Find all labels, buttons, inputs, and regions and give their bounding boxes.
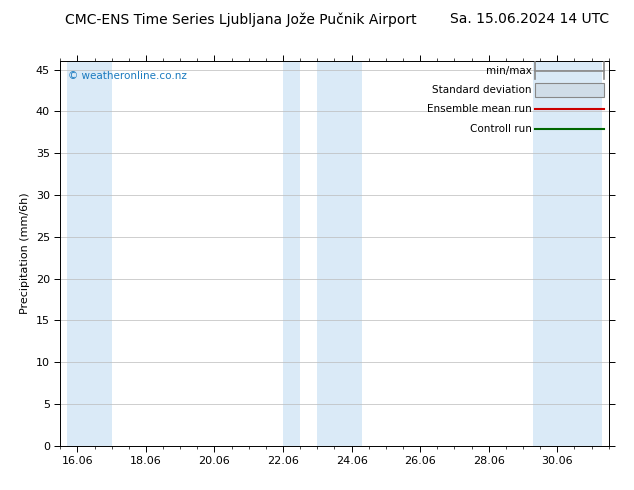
Bar [317,61,362,446]
Text: © weatheronline.co.nz: © weatheronline.co.nz [68,71,187,81]
Bar [67,61,112,446]
Bar [533,61,602,446]
Text: min/max: min/max [486,66,532,76]
Text: Standard deviation: Standard deviation [432,85,532,95]
Text: Ensemble mean run: Ensemble mean run [427,104,532,114]
Text: Sa. 15.06.2024 14 UTC: Sa. 15.06.2024 14 UTC [450,12,609,26]
Y-axis label: Precipitation (mm/6h): Precipitation (mm/6h) [20,193,30,315]
Bar [534,83,604,98]
Text: Controll run: Controll run [470,123,532,134]
Bar [283,61,300,446]
Text: CMC-ENS Time Series Ljubljana Jože Pučnik Airport: CMC-ENS Time Series Ljubljana Jože Pučni… [65,12,417,27]
